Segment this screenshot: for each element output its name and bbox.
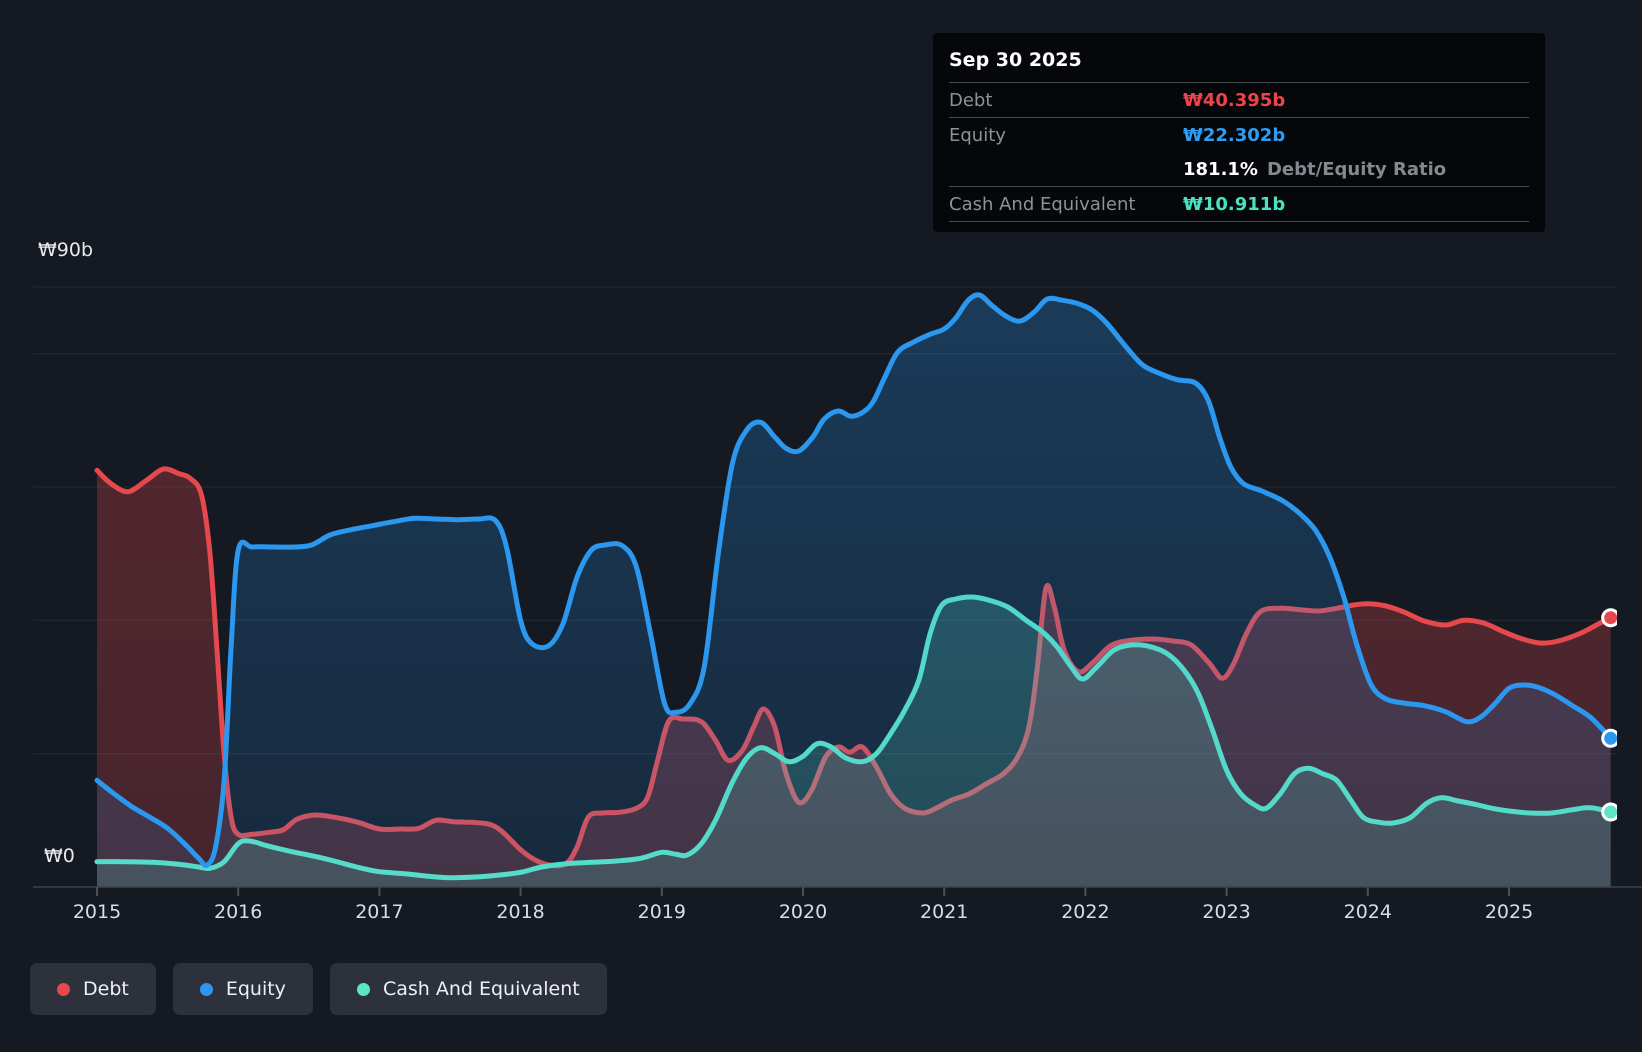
tooltip-label: Equity (949, 124, 1006, 146)
tooltip-rows: Debt ₩40.395b Equity ₩22.302b 181.1% Debt/Equ… (949, 82, 1529, 222)
legend-item-debt[interactable]: Debt (30, 963, 156, 1015)
debt-endpoint-dot[interactable] (1601, 608, 1619, 628)
y-axis-label-max: ₩90b (38, 239, 94, 261)
cash-endpoint-dot[interactable] (1601, 802, 1619, 822)
x-axis-label-2025: 2025 (1484, 901, 1534, 923)
legend-item-cash[interactable]: Cash And Equivalent (329, 963, 607, 1015)
tooltip-row-ratio: 181.1% Debt/Equity Ratio (949, 152, 1529, 186)
tooltip-row-equity: Equity ₩22.302b (949, 117, 1529, 152)
tooltip-value: ₩10.911b (1183, 193, 1286, 215)
x-axis-label-2021: 2021 (920, 901, 969, 923)
cash-legend-dot-icon (356, 982, 370, 996)
x-axis-label-2016: 2016 (214, 901, 263, 923)
tooltip-date: Sep 30 2025 (949, 49, 1082, 71)
legend-label: Cash And Equivalent (382, 978, 580, 1000)
x-axis-label-2015: 2015 (72, 901, 122, 923)
legend-label: Equity (225, 978, 286, 1000)
x-axis-label-2017: 2017 (355, 901, 404, 923)
x-axis-label-2024: 2024 (1343, 901, 1392, 923)
tooltip-label: Debt (949, 89, 993, 111)
equity-endpoint-dot[interactable] (1601, 728, 1619, 748)
legend: Debt Equity Cash And Equivalent (30, 963, 607, 1015)
tooltip-label: Cash And Equivalent (949, 193, 1136, 215)
tooltip-value: ₩40.395b (1183, 89, 1286, 111)
x-axis-label-2019: 2019 (637, 901, 686, 923)
equity-area (97, 294, 1611, 888)
debt-legend-dot-icon (57, 982, 70, 996)
tooltip-row-cash: Cash And Equivalent ₩10.911b (949, 186, 1529, 222)
x-axis-label-2022: 2022 (1061, 901, 1110, 923)
ratio-label: Debt/Equity Ratio (1266, 158, 1447, 180)
legend-label: Debt (83, 978, 129, 1000)
tooltip-value: ₩22.302b (1183, 124, 1286, 146)
legend-item-equity[interactable]: Equity (172, 963, 313, 1015)
tooltip-panel: Sep 30 2025 Debt ₩40.395b Equity ₩22.302b 18… (933, 33, 1545, 232)
equity-legend-dot-icon (199, 982, 213, 996)
ratio-value: 181.1% (1183, 158, 1258, 180)
y-axis-label-zero: ₩0 (44, 845, 75, 867)
x-axis-label-2023: 2023 (1202, 901, 1251, 923)
tooltip-row-debt: Debt ₩40.395b (949, 82, 1529, 117)
x-axis-label-2020: 2020 (778, 901, 828, 923)
equity-line (94, 292, 1614, 868)
x-axis-label-2018: 2018 (496, 901, 545, 923)
